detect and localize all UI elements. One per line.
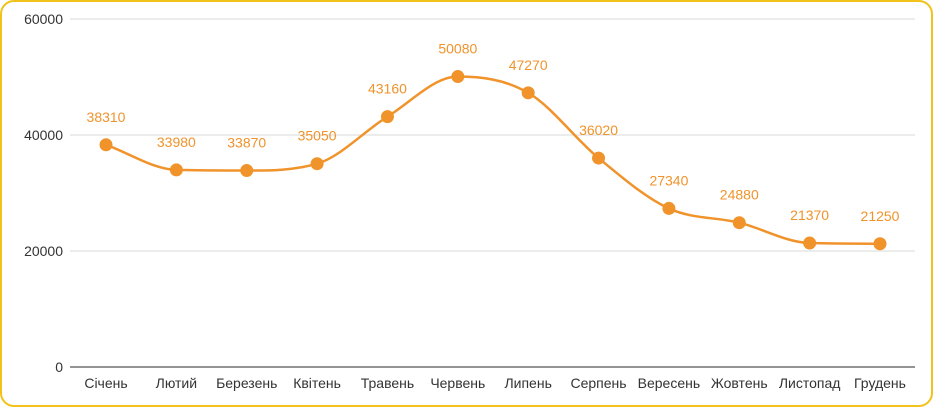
x-axis-ticks: Січень Лютий Березень Квітень Травень Червень…	[84, 375, 906, 391]
y-tick-label: 20000	[24, 243, 63, 259]
data-label: 36020	[579, 122, 618, 138]
data-label: 43160	[368, 81, 407, 97]
x-tick-label: Травень	[361, 375, 414, 391]
y-tick-label: 0	[55, 359, 63, 375]
y-tick-label: 60000	[24, 11, 63, 27]
data-point	[380, 110, 394, 124]
x-tick-label: Квітень	[293, 375, 341, 391]
data-label: 21250	[861, 208, 900, 224]
data-point	[732, 216, 746, 230]
data-points	[99, 70, 887, 251]
data-label: 21370	[790, 207, 829, 223]
data-point	[240, 164, 254, 178]
x-tick-label: Липень	[504, 375, 551, 391]
data-point	[451, 70, 465, 84]
x-tick-label: Листопад	[779, 375, 841, 391]
x-tick-label: Лютий	[156, 375, 197, 391]
data-point	[521, 86, 535, 100]
x-tick-label: Січень	[84, 375, 127, 391]
data-label: 47270	[509, 57, 548, 73]
data-point	[310, 157, 324, 171]
gridlines	[70, 18, 915, 368]
data-point	[662, 201, 676, 215]
data-label: 33980	[157, 134, 196, 150]
data-point	[592, 151, 606, 165]
data-point	[873, 237, 887, 251]
x-tick-label: Серпень	[571, 375, 627, 391]
y-tick-label: 40000	[24, 127, 63, 143]
data-labels: 38310 33980 33870 35050 43160 50080 47270 36020…	[87, 41, 900, 224]
data-label: 24880	[720, 187, 759, 203]
x-tick-label: Грудень	[854, 375, 906, 391]
data-label: 27340	[649, 172, 688, 188]
x-tick-label: Жовтень	[711, 375, 768, 391]
data-label: 33870	[227, 135, 266, 151]
x-tick-label: Вересень	[638, 375, 701, 391]
data-label: 38310	[87, 109, 126, 125]
y-axis-ticks: 0 20000 40000 60000	[24, 11, 63, 375]
data-point	[99, 138, 113, 152]
data-label: 35050	[298, 128, 337, 144]
series-line	[105, 75, 881, 245]
data-label: 50080	[438, 41, 477, 57]
x-tick-label: Червень	[430, 375, 485, 391]
data-point	[169, 163, 183, 177]
x-tick-label: Березень	[216, 375, 277, 391]
data-point	[803, 236, 817, 250]
